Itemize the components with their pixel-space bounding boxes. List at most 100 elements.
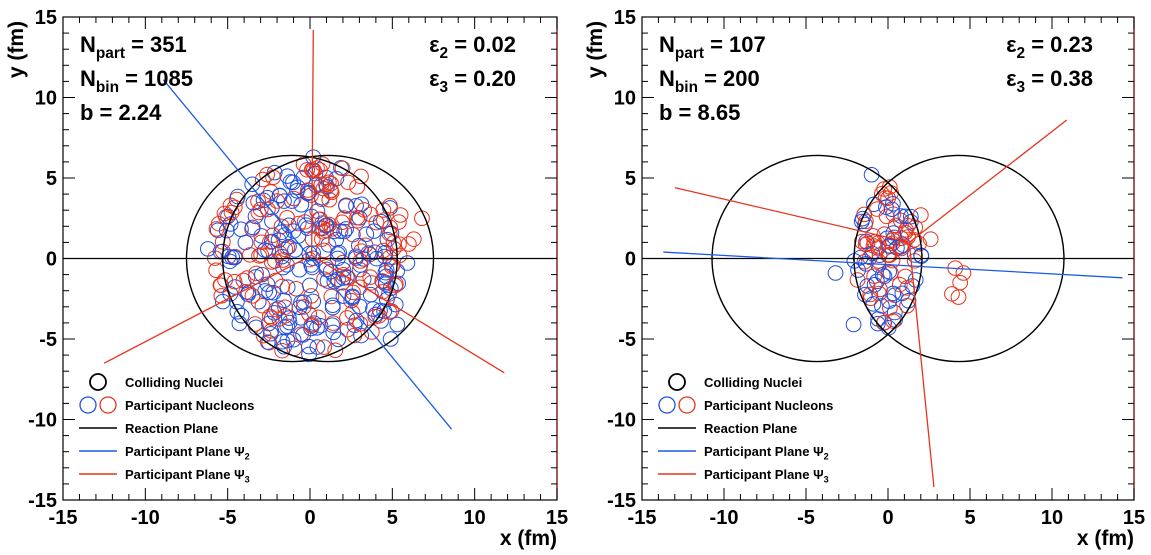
y-tick-label: 0: [625, 249, 636, 271]
x-tick-label: -10: [710, 507, 739, 529]
legend-label: Participant Plane Ψ2: [125, 444, 250, 462]
x-tick-label: 15: [546, 507, 568, 529]
info-left-0-main: N: [80, 32, 96, 57]
y-tick-label: 15: [35, 7, 57, 29]
participant-nucleon-blue: [234, 309, 249, 323]
legend-participant-blue-icon: [659, 397, 675, 413]
info-left-0-sub: part: [96, 45, 125, 62]
participant-plane-psi3-segment-2: [909, 242, 934, 487]
participant-nucleon-blue: [245, 220, 260, 234]
y-tick-label: -5: [618, 329, 636, 351]
participant-nucleon-blue: [302, 278, 317, 292]
info-left-0-main: N: [659, 32, 675, 57]
participant-nucleon-red: [347, 328, 362, 342]
participant-nucleons: [200, 150, 429, 362]
legend-label-2-main: Reaction Plane: [125, 421, 218, 436]
y-axis-label: y (fm): [584, 21, 607, 78]
legend-label: Participant Nucleons: [125, 398, 254, 413]
info-left-0-rest: = 107: [704, 32, 766, 57]
legend-label-4-sub: 3: [245, 475, 250, 485]
info-right-0-rest: = 0.02: [448, 32, 516, 57]
info-right-0-rest: = 0.23: [1025, 32, 1093, 57]
x-axis-label: x (fm): [500, 527, 557, 550]
y-tick-label: 10: [614, 88, 636, 110]
x-tick-label: 0: [304, 507, 315, 529]
participant-nucleon-red: [255, 299, 270, 313]
participant-nucleon-red: [923, 232, 938, 246]
participant-nucleon-blue: [846, 317, 861, 331]
legend-label-4-main: Participant Plane Ψ: [704, 467, 824, 482]
info-left-0-rest: = 351: [125, 32, 187, 57]
legend-label: Participant Nucleons: [704, 398, 833, 413]
participant-nucleon-blue: [383, 332, 398, 346]
participant-nucleon-blue: [294, 295, 309, 309]
legend-participant-blue-icon: [80, 397, 96, 413]
info-right-1-main: ε: [1006, 66, 1017, 91]
legend: Colliding Nuclei Participant Nucleons Reac…: [658, 374, 833, 485]
legend-label-0-main: Colliding Nuclei: [125, 375, 223, 390]
info-left-1-sub: bin: [675, 79, 698, 96]
y-tick-label: -5: [39, 329, 57, 351]
info-left-2-main: b = 8.65: [659, 100, 740, 125]
x-tick-label: 10: [464, 507, 486, 529]
participant-nucleon-red: [913, 208, 928, 222]
y-tick-label: 10: [35, 88, 57, 110]
y-tick-label: -10: [28, 410, 57, 432]
legend-participant-red-icon: [679, 397, 695, 413]
y-tick-label: 0: [46, 249, 57, 271]
participant-nucleon-blue: [390, 317, 405, 331]
info-right-0-main: ε: [429, 32, 440, 57]
legend-label-4-sub: 3: [824, 475, 829, 485]
legend-colliding-nuclei-icon: [669, 374, 685, 390]
legend-label: Reaction Plane: [125, 421, 218, 436]
legend-colliding-nuclei-icon: [90, 374, 106, 390]
info-left-2: b = 8.65: [659, 100, 740, 125]
info-right-0-sub: 2: [440, 45, 449, 62]
legend-label-0-main: Colliding Nuclei: [704, 375, 802, 390]
participant-nucleon-red: [956, 266, 971, 280]
y-tick-label: -10: [607, 410, 636, 432]
participant-nucleon-blue: [200, 242, 215, 256]
x-tick-label: 0: [882, 507, 893, 529]
legend: Colliding Nuclei Participant Nucleons Reac…: [79, 374, 254, 485]
legend-participant-red-icon: [100, 397, 116, 413]
x-axis-label: x (fm): [1077, 527, 1134, 550]
left-panel: -15 -10 -5 0 5 10 15-15-10-5051015x (fm)y (fm)…: [5, 7, 568, 550]
y-tick-label: 5: [46, 168, 57, 190]
info-left-1: Nbin = 200: [659, 66, 760, 96]
legend-label-3-main: Participant Plane Ψ: [125, 444, 245, 459]
info-right-1-sub: 3: [1017, 79, 1026, 96]
info-right-0-main: ε: [1006, 32, 1017, 57]
y-tick-label: -15: [607, 490, 636, 512]
info-left-1-rest: = 200: [698, 66, 760, 91]
info-left-2-main: b = 2.24: [80, 100, 162, 125]
x-tick-label: 5: [964, 507, 975, 529]
participant-nucleon-blue: [302, 339, 317, 353]
info-left-0: Npart = 351: [80, 32, 187, 62]
info-left-0: Npart = 107: [659, 32, 766, 62]
info-left-1-main: N: [659, 66, 675, 91]
legend-label: Colliding Nuclei: [125, 375, 223, 390]
info-left-0-sub: part: [675, 45, 704, 62]
legend-label: Colliding Nuclei: [704, 375, 802, 390]
info-right-1: ε3 = 0.20: [429, 66, 516, 96]
x-tick-label: 10: [1041, 507, 1063, 529]
participant-nucleon-red: [317, 340, 332, 354]
x-tick-label: 15: [1123, 507, 1145, 529]
participant-nucleon-blue: [359, 227, 374, 241]
participant-nucleons: [828, 168, 971, 336]
info-left-1: Nbin = 1085: [80, 66, 193, 96]
participant-nucleon-blue: [339, 198, 354, 212]
y-tick-label: -15: [28, 490, 57, 512]
info-right-1-sub: 3: [440, 79, 449, 96]
info-right-0-sub: 2: [1017, 45, 1026, 62]
legend-label-3-sub: 2: [245, 452, 250, 462]
legend-label-1-main: Participant Nucleons: [125, 398, 254, 413]
y-tick-label: 15: [614, 7, 636, 29]
participant-plane-psi3-segment-1: [675, 188, 910, 243]
info-left-1-rest: = 1085: [119, 66, 193, 91]
legend-label: Participant Plane Ψ3: [704, 467, 829, 485]
participant-plane-psi2-line: [663, 252, 1122, 278]
info-left-1-sub: bin: [96, 79, 119, 96]
legend-label-4-main: Participant Plane Ψ: [125, 467, 245, 482]
